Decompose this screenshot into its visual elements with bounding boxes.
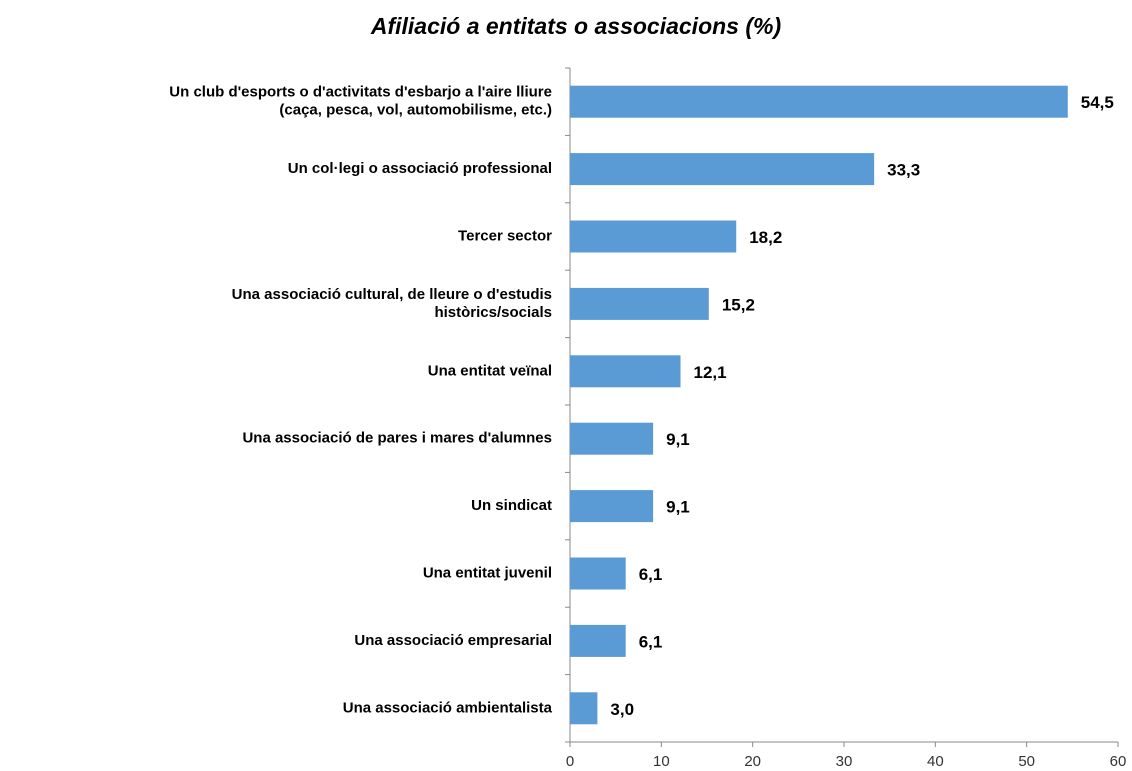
y-tick-label: Una associació cultural, de lleure o d'e…	[232, 286, 552, 303]
bar	[570, 692, 598, 725]
bar	[570, 624, 626, 657]
data-label: 15,2	[722, 295, 755, 314]
chart-title: Afiliació a entitats o associacions (%)	[370, 13, 781, 39]
y-tick-label: Un col·legi o associació professional	[288, 160, 552, 177]
bar	[570, 287, 709, 320]
bar	[570, 422, 654, 455]
data-label: 33,3	[887, 161, 920, 180]
bar	[570, 85, 1068, 118]
bar	[570, 557, 626, 590]
bar	[570, 355, 681, 388]
data-label: 9,1	[666, 498, 690, 517]
y-tick-label: Una entitat juvenil	[423, 564, 552, 581]
bar	[570, 490, 654, 523]
x-tick-label: 10	[653, 753, 670, 770]
y-tick-label: Un club d'esports o d'activitats d'esbar…	[169, 84, 552, 101]
y-tick-label: Una entitat veïnal	[428, 362, 552, 379]
x-tick-label: 0	[566, 753, 574, 770]
bar	[570, 220, 737, 253]
x-tick-label: 40	[927, 753, 944, 770]
data-label: 6,1	[639, 565, 663, 584]
data-label: 54,5	[1081, 93, 1114, 112]
y-tick-label: (caça, pesca, vol, automobilisme, etc.)	[279, 102, 552, 119]
data-label: 12,1	[694, 363, 727, 382]
y-tick-label: Tercer sector	[458, 227, 552, 244]
x-tick-label: 30	[836, 753, 853, 770]
bar	[570, 153, 875, 186]
x-tick-label: 60	[1110, 753, 1127, 770]
y-tick-label: històrics/socials	[434, 304, 552, 321]
y-tick-label: Un sindicat	[471, 497, 552, 514]
data-label: 18,2	[749, 228, 782, 247]
data-label: 6,1	[639, 632, 663, 651]
y-tick-label: Una associació de pares i mares d'alumne…	[242, 430, 552, 447]
x-tick-label: 50	[1018, 753, 1035, 770]
x-tick-label: 20	[744, 753, 761, 770]
y-tick-label: Una associació empresarial	[354, 632, 552, 649]
data-label: 9,1	[666, 430, 690, 449]
y-tick-label: Una associació ambientalista	[343, 699, 553, 716]
data-label: 3,0	[610, 700, 634, 719]
